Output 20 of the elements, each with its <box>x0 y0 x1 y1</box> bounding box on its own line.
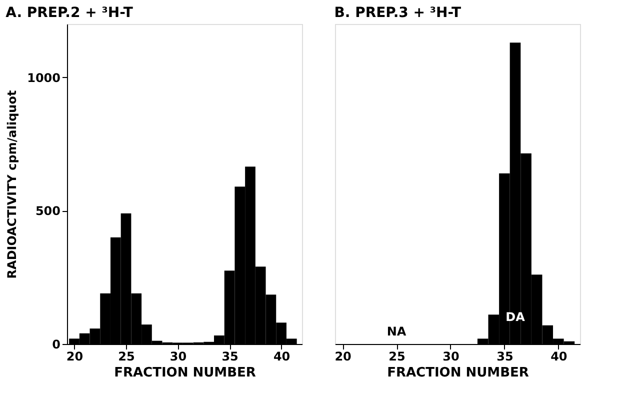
x-axis-title: FRACTION NUMBER <box>387 366 529 380</box>
chart-title: B. PREP.3 + ³H-T <box>334 5 462 21</box>
y-tick-label: 1000 <box>27 70 60 85</box>
x-tick-label: 40 <box>550 350 568 364</box>
x-tick-label: 25 <box>388 350 406 364</box>
x-tick-label: 30 <box>170 350 187 364</box>
chart-title: A. PREP.2 + ³H-T <box>6 5 134 21</box>
x-tick-label: 20 <box>334 350 352 364</box>
y-tick-label: 500 <box>35 204 60 218</box>
x-axis-title: FRACTION NUMBER <box>114 366 256 380</box>
y-axis-title: RADIOACTIVITY cpm/aliquot <box>5 90 20 279</box>
x-tick-label: 20 <box>66 350 84 364</box>
annotation: NA <box>386 324 407 338</box>
annotation: DA <box>506 310 526 324</box>
x-tick-label: 35 <box>222 350 238 364</box>
x-tick-label: 40 <box>273 350 290 364</box>
x-tick-label: 30 <box>442 350 460 364</box>
y-tick-label: 0 <box>52 338 60 352</box>
x-tick-label: 35 <box>496 350 514 364</box>
x-tick-label: 25 <box>118 350 135 364</box>
